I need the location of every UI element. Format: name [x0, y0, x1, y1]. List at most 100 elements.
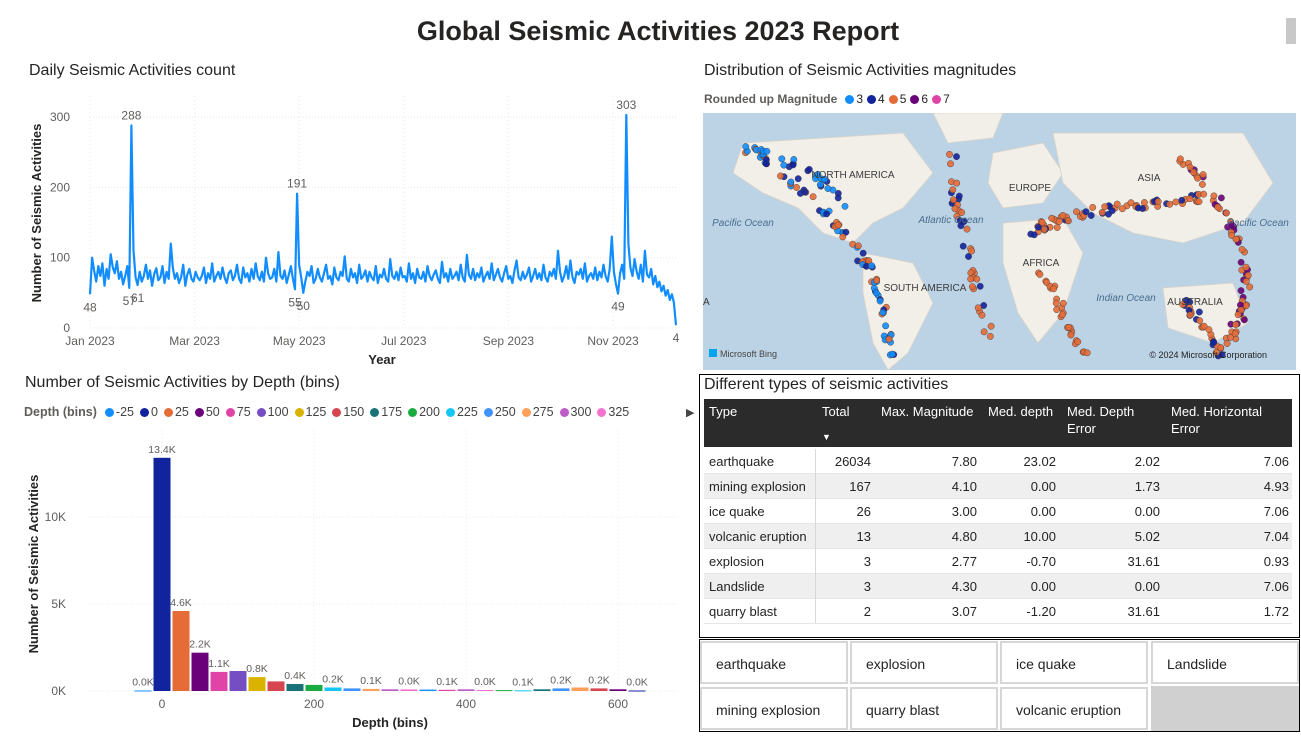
map-legend-item[interactable]: 3: [845, 92, 863, 106]
y-tick-label: 100: [50, 251, 70, 265]
quake-point: [1234, 311, 1242, 319]
table-row[interactable]: volcanic eruption 13 4.80 10.00 5.02 7.04: [704, 524, 1292, 549]
data-label: 48: [83, 300, 97, 314]
depth-legend-label: 125: [305, 405, 327, 419]
quake-point: [834, 194, 842, 202]
x-tick-label: Nov 2023: [587, 334, 639, 348]
depth-legend-item[interactable]: 300: [559, 405, 591, 419]
quake-point: [965, 253, 972, 260]
depth-legend-item[interactable]: 325: [597, 405, 629, 419]
quake-point: [968, 283, 976, 291]
quake-point: [1195, 198, 1203, 206]
table-row[interactable]: ice quake 26 3.00 0.00 0.00 7.06: [704, 499, 1292, 524]
map-place-label: EUROPE: [1009, 183, 1052, 194]
x-tick-label: 400: [456, 697, 476, 711]
quake-point: [1058, 311, 1066, 319]
magnitude-map[interactable]: Distribution of Seismic Activities magni…: [700, 58, 1300, 370]
series-line: [88, 113, 678, 326]
bar-chart-title: Number of Seismic Activities by Depth (b…: [25, 374, 340, 391]
depth-legend-item[interactable]: 25: [163, 405, 189, 419]
quake-point: [1118, 205, 1126, 213]
quake-point: [986, 332, 994, 340]
table-row[interactable]: explosion 3 2.77 -0.70 31.61 0.93: [704, 549, 1292, 574]
map-legend-item[interactable]: 5: [888, 92, 906, 106]
map-svg: NORTH AMERICA EUROPE ASIA Pacific Ocean Atla…: [703, 113, 1289, 370]
data-label: 55: [288, 295, 302, 309]
page-scrollbar[interactable]: [1286, 18, 1296, 44]
map-legend-label: 3: [856, 92, 863, 106]
table-row[interactable]: quarry blast 2 3.07 -1.20 31.61 1.72: [704, 599, 1292, 624]
column-header-med-depth[interactable]: Med. depth: [988, 404, 1054, 419]
legend-dot-icon: [597, 408, 607, 417]
slicer-button-earthquake[interactable]: earthquake: [700, 641, 848, 684]
quake-point: [789, 161, 797, 169]
depth-legend-item[interactable]: 275: [521, 405, 554, 419]
column-header-total[interactable]: Total: [822, 404, 850, 419]
quake-point: [953, 179, 961, 187]
table-row[interactable]: mining explosion 167 4.10 0.00 1.73 4.93: [704, 474, 1292, 499]
slicer-button-mining-explosion[interactable]: mining explosion: [700, 687, 848, 730]
quake-point: [1059, 299, 1067, 307]
slicer-button-explosion[interactable]: explosion: [850, 641, 998, 684]
slicer-button-volcanic-eruption[interactable]: volcanic eruption: [1000, 687, 1148, 730]
depth-bar-chart[interactable]: Number of Seismic Activities by Depth (b…: [18, 372, 698, 744]
sort-descending-icon[interactable]: ▼: [822, 432, 831, 442]
column-header-med-horizontal-error[interactable]: Med. Horizontal Error: [1171, 404, 1263, 436]
depth-legend-item[interactable]: 75: [225, 405, 251, 419]
quake-point: [976, 282, 984, 290]
quake-point: [1218, 351, 1226, 359]
y-tick-label: 0K: [51, 684, 66, 698]
table-cell: 13: [856, 529, 871, 544]
depth-legend-item[interactable]: 150: [332, 405, 364, 419]
depth-legend-item[interactable]: 125: [294, 405, 327, 419]
slicer-button-landslide[interactable]: Landslide: [1151, 641, 1299, 684]
column-header-med-depth-error[interactable]: Med. Depth Error: [1067, 404, 1135, 436]
depth-legend-item[interactable]: 100: [256, 405, 289, 419]
quake-point: [1038, 218, 1046, 226]
quake-point: [824, 185, 832, 192]
slicer-button-ice-quake[interactable]: ice quake: [1000, 641, 1148, 684]
table-cell: 4.10: [951, 479, 977, 494]
quake-point: [841, 202, 849, 210]
map-canvas[interactable]: NORTH AMERICA EUROPE ASIA Pacific Ocean Atla…: [703, 113, 1296, 370]
slicer-button-quarry-blast[interactable]: quarry blast: [850, 687, 998, 730]
table-cell: -0.70: [1026, 554, 1056, 569]
map-legend-item[interactable]: 4: [867, 92, 885, 106]
depth-legend-label: 150: [343, 405, 365, 419]
quake-point: [967, 275, 975, 283]
quake-point: [1140, 199, 1148, 206]
bar-data-label: 0.1K: [436, 676, 458, 688]
quake-point: [1242, 277, 1250, 285]
quake-point: [1154, 198, 1162, 206]
column-header-max-magnitude[interactable]: Max. Magnitude: [881, 404, 974, 419]
bar-depth-225: [324, 687, 342, 691]
column-header-type[interactable]: Type: [709, 404, 738, 419]
quake-point: [1186, 163, 1194, 171]
depth-legend-item[interactable]: 0: [140, 405, 158, 419]
quake-point: [987, 322, 995, 330]
depth-legend-item[interactable]: 250: [483, 405, 516, 419]
legend-next-arrow-icon[interactable]: ▶: [686, 407, 695, 419]
table-row[interactable]: earthquake 26034 7.80 23.02 2.02 7.06: [704, 449, 1292, 474]
depth-legend-label: 25: [174, 405, 189, 419]
daily-activity-line-chart[interactable]: Daily Seismic Activities count 0 100 200 30…: [22, 58, 692, 370]
quake-point: [953, 212, 961, 220]
map-legend-item[interactable]: 6: [910, 92, 928, 106]
depth-legend-item[interactable]: -25: [104, 405, 134, 419]
quake-point: [1052, 299, 1060, 307]
depth-legend-item[interactable]: 50: [194, 405, 220, 419]
map-legend-item[interactable]: 7: [932, 92, 950, 106]
depth-legend-item[interactable]: 200: [408, 405, 440, 419]
map-place-label: ASIA: [1138, 173, 1161, 184]
data-label: 4: [673, 331, 680, 345]
table-cell: 10.00: [1023, 529, 1056, 544]
activity-types-table[interactable]: Different types of seismic activities Ty…: [699, 374, 1300, 638]
quake-point: [1244, 271, 1252, 279]
depth-legend-item[interactable]: 175: [370, 405, 402, 419]
quake-point: [1166, 200, 1174, 208]
quake-point: [1238, 246, 1246, 253]
quake-point: [1210, 339, 1218, 346]
depth-legend-item[interactable]: 225: [445, 405, 478, 419]
quake-point: [882, 322, 890, 330]
table-row[interactable]: Landslide 3 4.30 0.00 0.00 7.06: [704, 574, 1292, 599]
